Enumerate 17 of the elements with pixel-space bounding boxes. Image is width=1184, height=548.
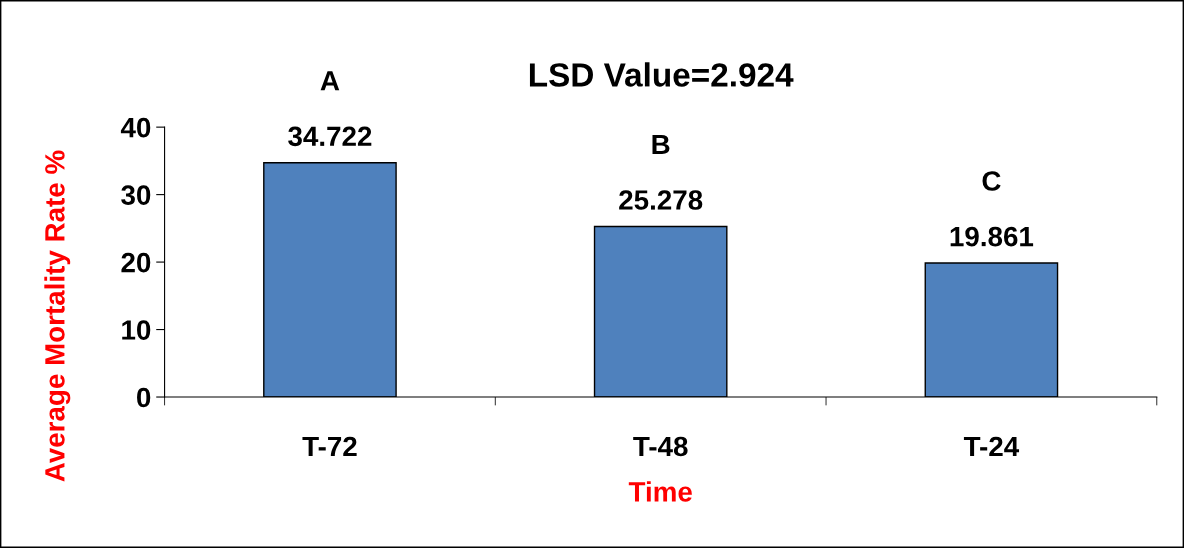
annotation: C [982, 171, 1001, 191]
y-tick-label: 10 [122, 320, 151, 340]
data-label: 25.278 [619, 190, 703, 210]
data-label: 34.722 [288, 126, 372, 147]
x-tick-label: T-24 [963, 436, 1020, 457]
annotation: B [652, 134, 670, 155]
annotation: A [320, 71, 340, 91]
y-tick-label: 20 [121, 252, 151, 273]
x-tick-label: T-72 [302, 436, 357, 457]
x-tick-label: T-48 [633, 436, 688, 457]
y-tick-label: 0 [137, 387, 151, 408]
y-axis-title: Average Mortality Rate % [44, 150, 71, 482]
data-label: 19.861 [950, 226, 1034, 247]
y-tick-label: 40 [120, 117, 151, 138]
chart-title: LSD Value=2.924 [529, 62, 794, 87]
y-tick-label: 30 [121, 185, 151, 205]
x-axis-title: Time [628, 481, 692, 502]
